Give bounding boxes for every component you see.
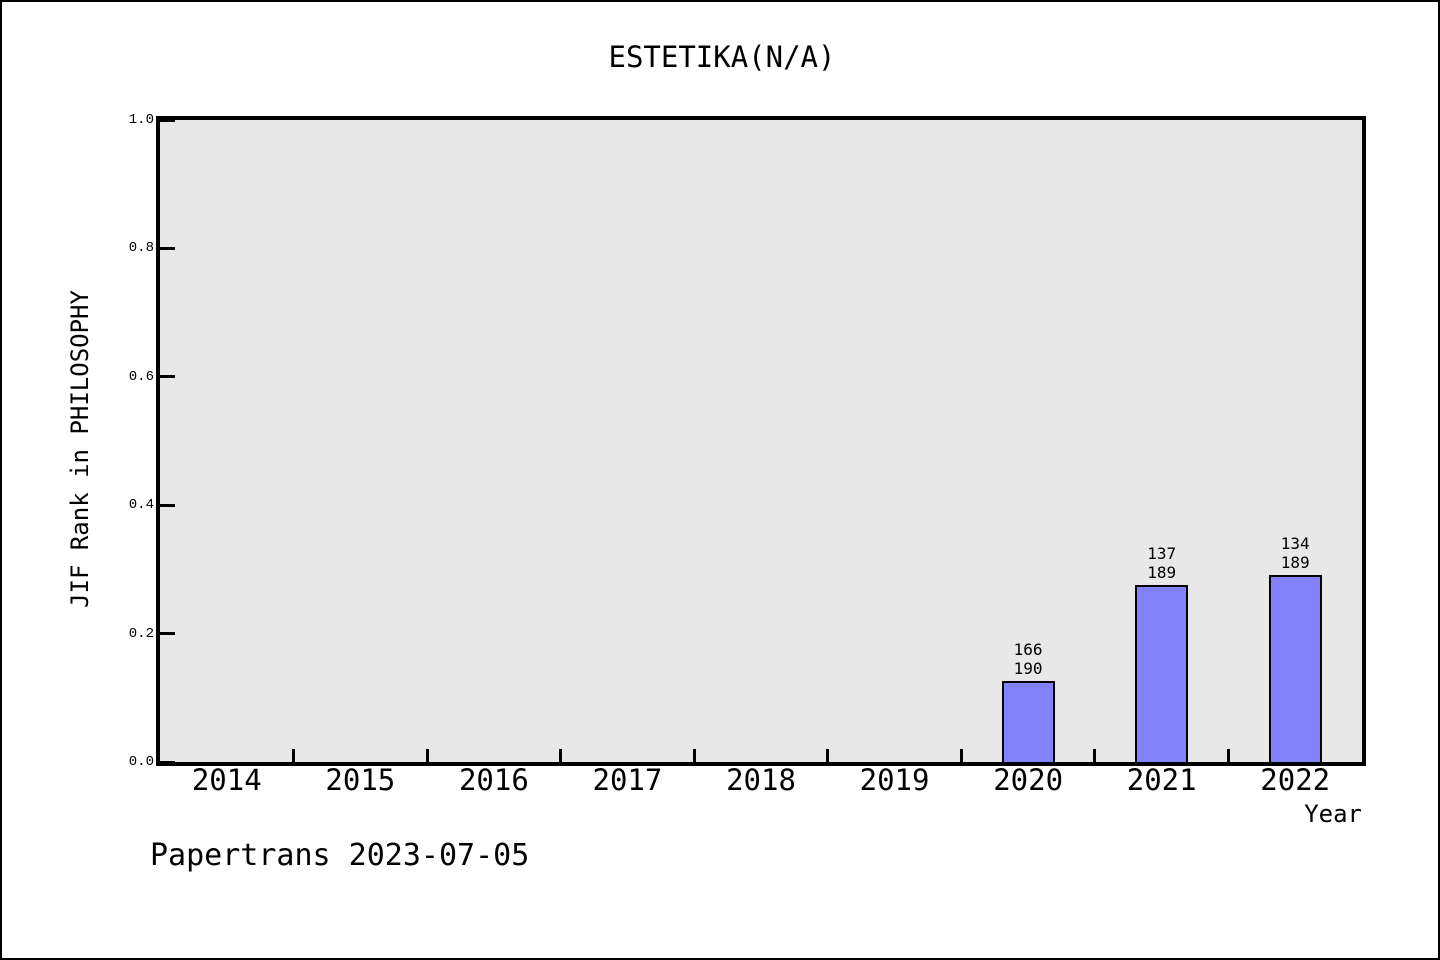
bar-value-label-2020: 166 190 (1013, 639, 1043, 678)
chart-title: ESTETIKA(N/A) (608, 40, 836, 74)
x-tick-label-2014: 2014 (191, 763, 262, 797)
x-axis-tick (1093, 749, 1097, 762)
footer-watermark: Papertrans 2023-07-05 (150, 838, 530, 873)
x-axis-label: Year (1304, 800, 1362, 828)
y-axis-tick (160, 246, 175, 250)
bar-2022 (1268, 575, 1322, 762)
y-tick-label-0.8: 0.8 (128, 240, 154, 257)
x-axis-tick (826, 749, 830, 762)
x-tick-label-2019: 2019 (859, 763, 930, 797)
bar-value-label-2021: 137 189 (1147, 544, 1177, 583)
bar-2020 (1001, 680, 1055, 762)
x-axis-tick (1226, 749, 1230, 762)
y-axis-tick (160, 760, 175, 764)
y-tick-label-0.4: 0.4 (128, 497, 154, 514)
bar-2021 (1135, 585, 1189, 762)
plot-inner: 166 190 137 189 134 189 (160, 118, 1362, 764)
x-tick-label-2020: 2020 (993, 763, 1064, 797)
y-tick-label-0.6: 0.6 (128, 368, 154, 385)
x-tick-label-2021: 2021 (1126, 763, 1197, 797)
y-axis-tick (160, 375, 175, 379)
bar-value-label-2022: 134 189 (1280, 534, 1310, 573)
y-axis-label: JIF Rank in PHILOSOPHY (66, 290, 94, 608)
y-axis-tick (160, 632, 175, 636)
x-tick-label-2018: 2018 (726, 763, 796, 797)
x-tick-label-2015: 2015 (325, 763, 396, 797)
y-tick-label-0.2: 0.2 (128, 625, 154, 642)
y-tick-label-0.0: 0.0 (128, 754, 154, 770)
x-tick-label-2022: 2022 (1260, 763, 1331, 797)
x-axis-tick (292, 749, 296, 762)
y-axis-tick (160, 118, 175, 122)
y-axis-tick (160, 503, 175, 507)
x-axis-tick (559, 749, 563, 762)
x-axis-tick (425, 749, 429, 762)
x-axis-tick (692, 749, 696, 762)
x-tick-label-2017: 2017 (592, 763, 663, 797)
x-tick-label-2016: 2016 (458, 763, 529, 797)
plot-area: 166 190 137 189 134 189 (156, 116, 1366, 766)
x-axis-tick (959, 749, 963, 762)
y-tick-label-1.0: 1.0 (128, 112, 154, 128)
